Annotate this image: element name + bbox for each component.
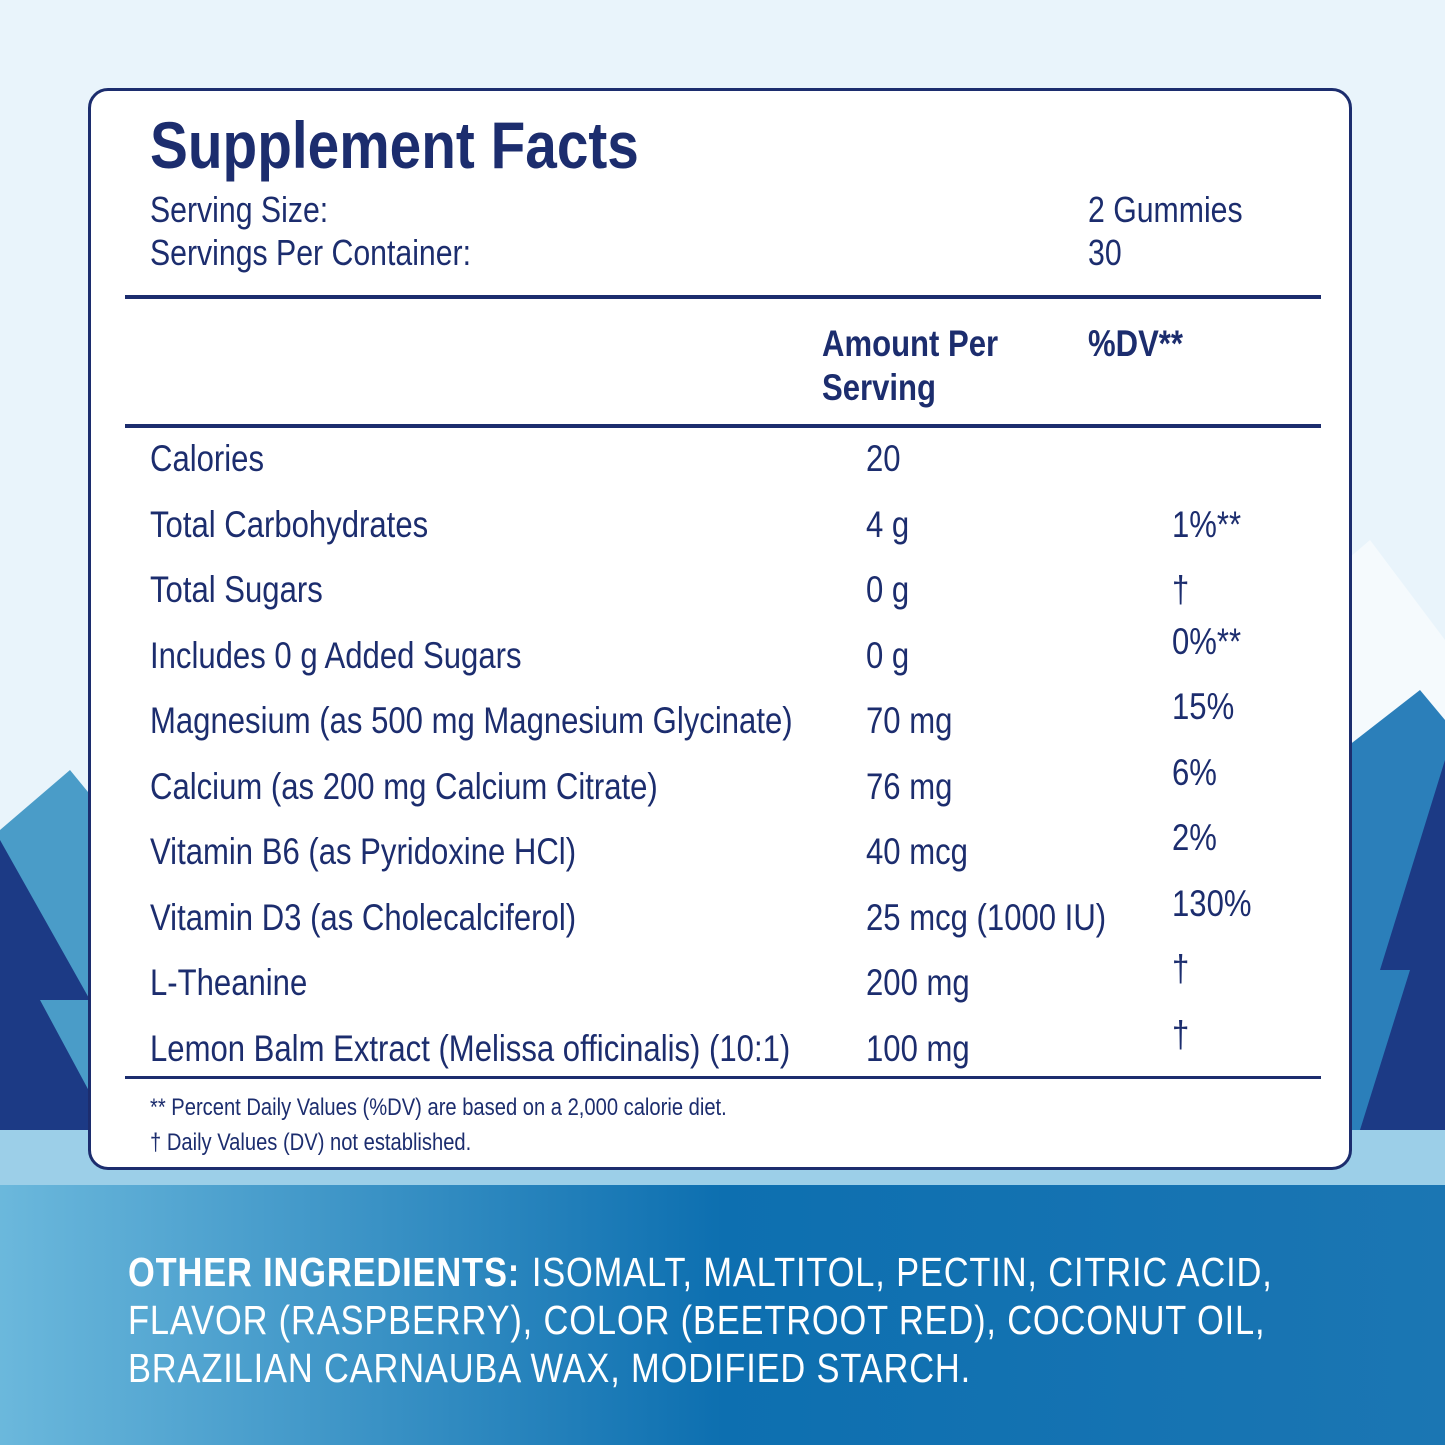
ingredients-text: ISOMALT, MALTITOL, PECTIN, CITRIC ACID, … bbox=[128, 1249, 1273, 1391]
daily-value: 0%** bbox=[1172, 620, 1242, 662]
serving-value: 30 bbox=[1088, 232, 1122, 273]
amount: 0 g bbox=[866, 634, 910, 676]
nutrient-name: Total Sugars bbox=[150, 569, 323, 610]
daily-value: † bbox=[1172, 1013, 1190, 1055]
amount: 100 mg bbox=[866, 1027, 970, 1069]
divider bbox=[125, 1076, 1321, 1079]
footnote: † Daily Values (DV) not established. bbox=[150, 1129, 472, 1156]
nutrient-name: L-Theanine bbox=[150, 962, 308, 1003]
facts-card bbox=[88, 88, 1352, 1170]
daily-value: † bbox=[1172, 569, 1190, 610]
daily-value: 130% bbox=[1172, 882, 1252, 924]
other-ingredients: OTHER INGREDIENTS: ISOMALT, MALTITOL, PEC… bbox=[128, 1248, 1304, 1392]
nutrient-name: Calcium (as 200 mg Calcium Citrate) bbox=[150, 765, 658, 807]
nutrient-name: Vitamin D3 (as Cholecalciferol) bbox=[150, 896, 577, 938]
column-header: %DV** bbox=[1088, 323, 1184, 364]
daily-value: 15% bbox=[1172, 686, 1235, 727]
amount: 70 mg bbox=[866, 700, 953, 741]
ingredients-label: OTHER INGREDIENTS: bbox=[128, 1249, 521, 1295]
amount: 40 mcg bbox=[866, 831, 968, 872]
serving-value: 2 Gummies bbox=[1088, 189, 1243, 230]
column-header: Amount Per Serving bbox=[822, 323, 999, 408]
nutrient-name: Vitamin B6 (as Pyridoxine HCl) bbox=[150, 831, 577, 872]
nutrient-name: Includes 0 g Added Sugars bbox=[150, 634, 522, 676]
amount: 4 g bbox=[866, 503, 910, 545]
amount: 25 mcg (1000 IU) bbox=[866, 896, 1107, 938]
serving-label: Servings Per Container: bbox=[150, 232, 472, 273]
nutrient-name: Magnesium (as 500 mg Magnesium Glycinate… bbox=[150, 700, 793, 741]
amount: 76 mg bbox=[866, 765, 953, 807]
nutrient-name: Calories bbox=[150, 438, 265, 479]
daily-value: 2% bbox=[1172, 817, 1217, 858]
amount: 20 bbox=[866, 438, 901, 479]
nutrient-name: Total Carbohydrates bbox=[150, 503, 429, 545]
daily-value: 1%** bbox=[1172, 503, 1242, 545]
serving-label: Serving Size: bbox=[150, 189, 329, 230]
divider bbox=[125, 295, 1321, 299]
divider bbox=[125, 424, 1321, 428]
footnote: ** Percent Daily Values (%DV) are based … bbox=[150, 1094, 727, 1121]
daily-value: † bbox=[1172, 948, 1190, 989]
daily-value: 6% bbox=[1172, 751, 1217, 793]
title: Supplement Facts bbox=[150, 108, 639, 182]
amount: 200 mg bbox=[866, 962, 970, 1003]
amount: 0 g bbox=[866, 569, 910, 610]
nutrient-name: Lemon Balm Extract (Melissa officinalis)… bbox=[150, 1027, 791, 1069]
